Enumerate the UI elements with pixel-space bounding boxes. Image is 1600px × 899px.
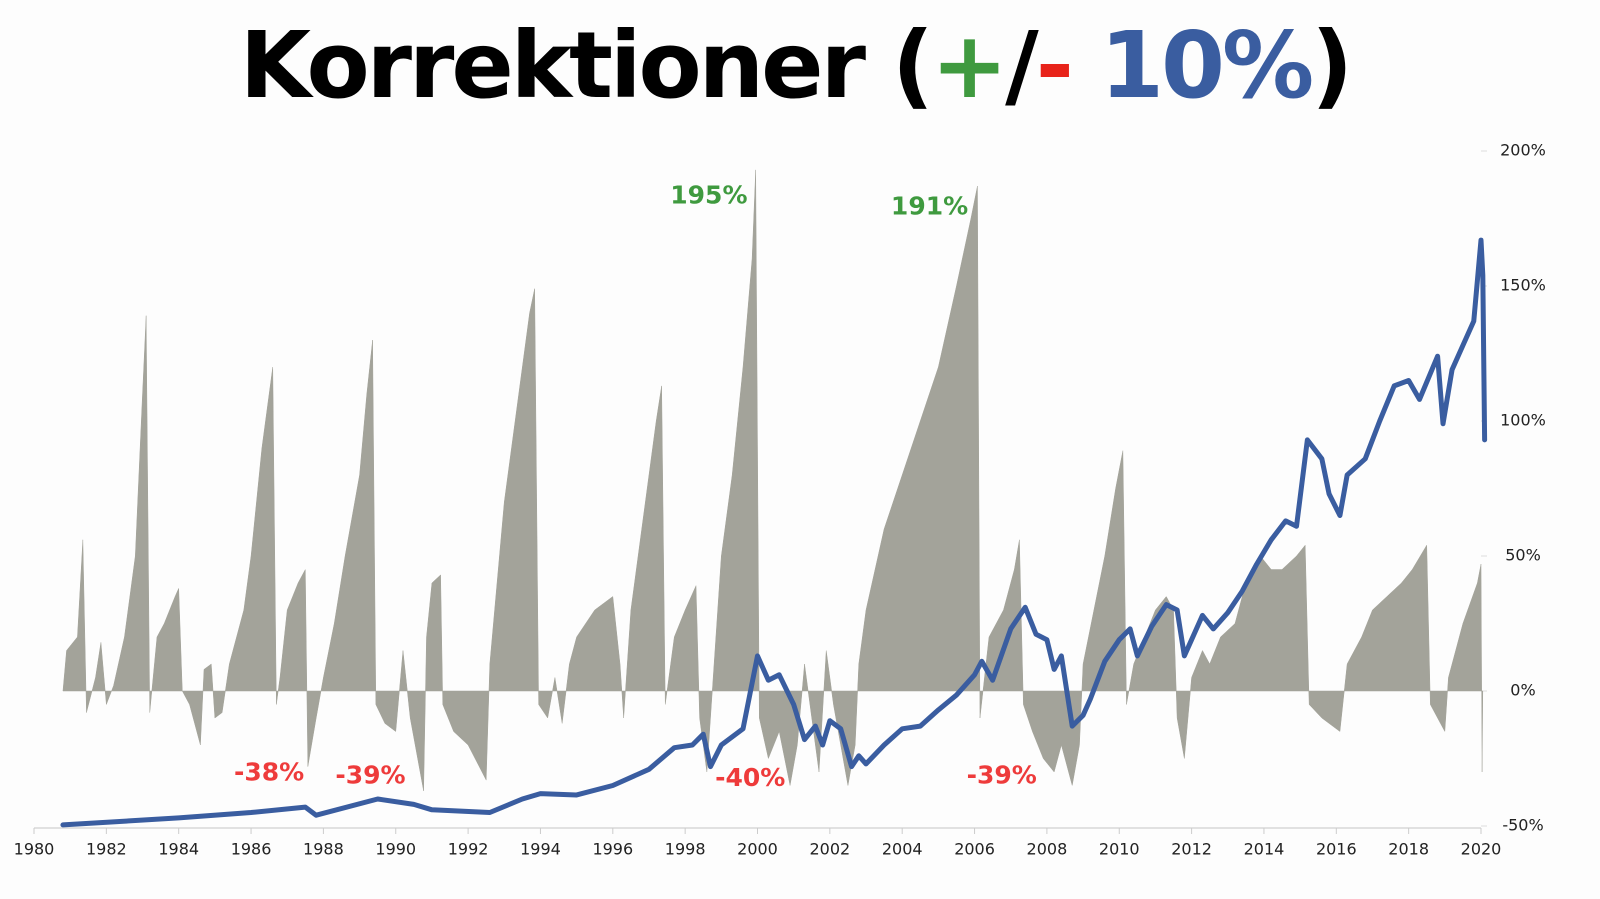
x-tick-label: 2016 — [1316, 840, 1357, 859]
x-tick-label: 2018 — [1388, 840, 1429, 859]
title-part: - — [1036, 12, 1071, 119]
annotation: 195% — [670, 181, 747, 210]
y-tick-label: 100% — [1500, 411, 1546, 430]
annotation: -39% — [967, 760, 1037, 789]
x-tick-label: 1988 — [303, 840, 344, 859]
x-tick-label: 1982 — [86, 840, 127, 859]
chart-title: Korrektioner (+/- 10%) — [240, 12, 1350, 119]
x-tick-label: 2000 — [737, 840, 778, 859]
title-part: 10% — [1071, 12, 1312, 119]
x-tick-label: 2020 — [1461, 840, 1502, 859]
title-part: / — [1005, 12, 1039, 119]
y-tick-label: 50% — [1505, 546, 1541, 565]
x-tick-label: 2008 — [1027, 840, 1068, 859]
annotation: -39% — [335, 760, 405, 789]
x-tick-label: 2004 — [882, 840, 923, 859]
title-part: + — [931, 12, 1005, 119]
title-part: ) — [1311, 12, 1350, 119]
annotation: -40% — [715, 763, 785, 792]
x-tick-label: 1994 — [520, 840, 561, 859]
annotation: -38% — [234, 758, 304, 787]
x-tick-label: 2014 — [1244, 840, 1285, 859]
title-part: Korrektioner ( — [240, 12, 931, 119]
x-tick-label: 2002 — [809, 840, 850, 859]
x-tick-label: 1990 — [375, 840, 416, 859]
y-tick-label: 150% — [1500, 276, 1546, 295]
x-tick-label: 1996 — [592, 840, 633, 859]
x-tick-label: 1998 — [665, 840, 706, 859]
x-tick-label: 1980 — [14, 840, 55, 859]
x-tick-label: 2012 — [1171, 840, 1212, 859]
y-tick-label: 0% — [1510, 681, 1535, 700]
x-tick-label: 2006 — [954, 840, 995, 859]
x-tick-label: 2010 — [1099, 840, 1140, 859]
x-tick-label: 1984 — [158, 840, 199, 859]
line — [60, 237, 1488, 828]
x-tick-label: 1986 — [231, 840, 272, 859]
y-tick-label: 200% — [1500, 141, 1546, 160]
area — [62, 169, 1484, 791]
x-tick-label: 1992 — [448, 840, 489, 859]
y-tick-label: -50% — [1502, 816, 1543, 835]
annotation: 191% — [891, 191, 968, 220]
